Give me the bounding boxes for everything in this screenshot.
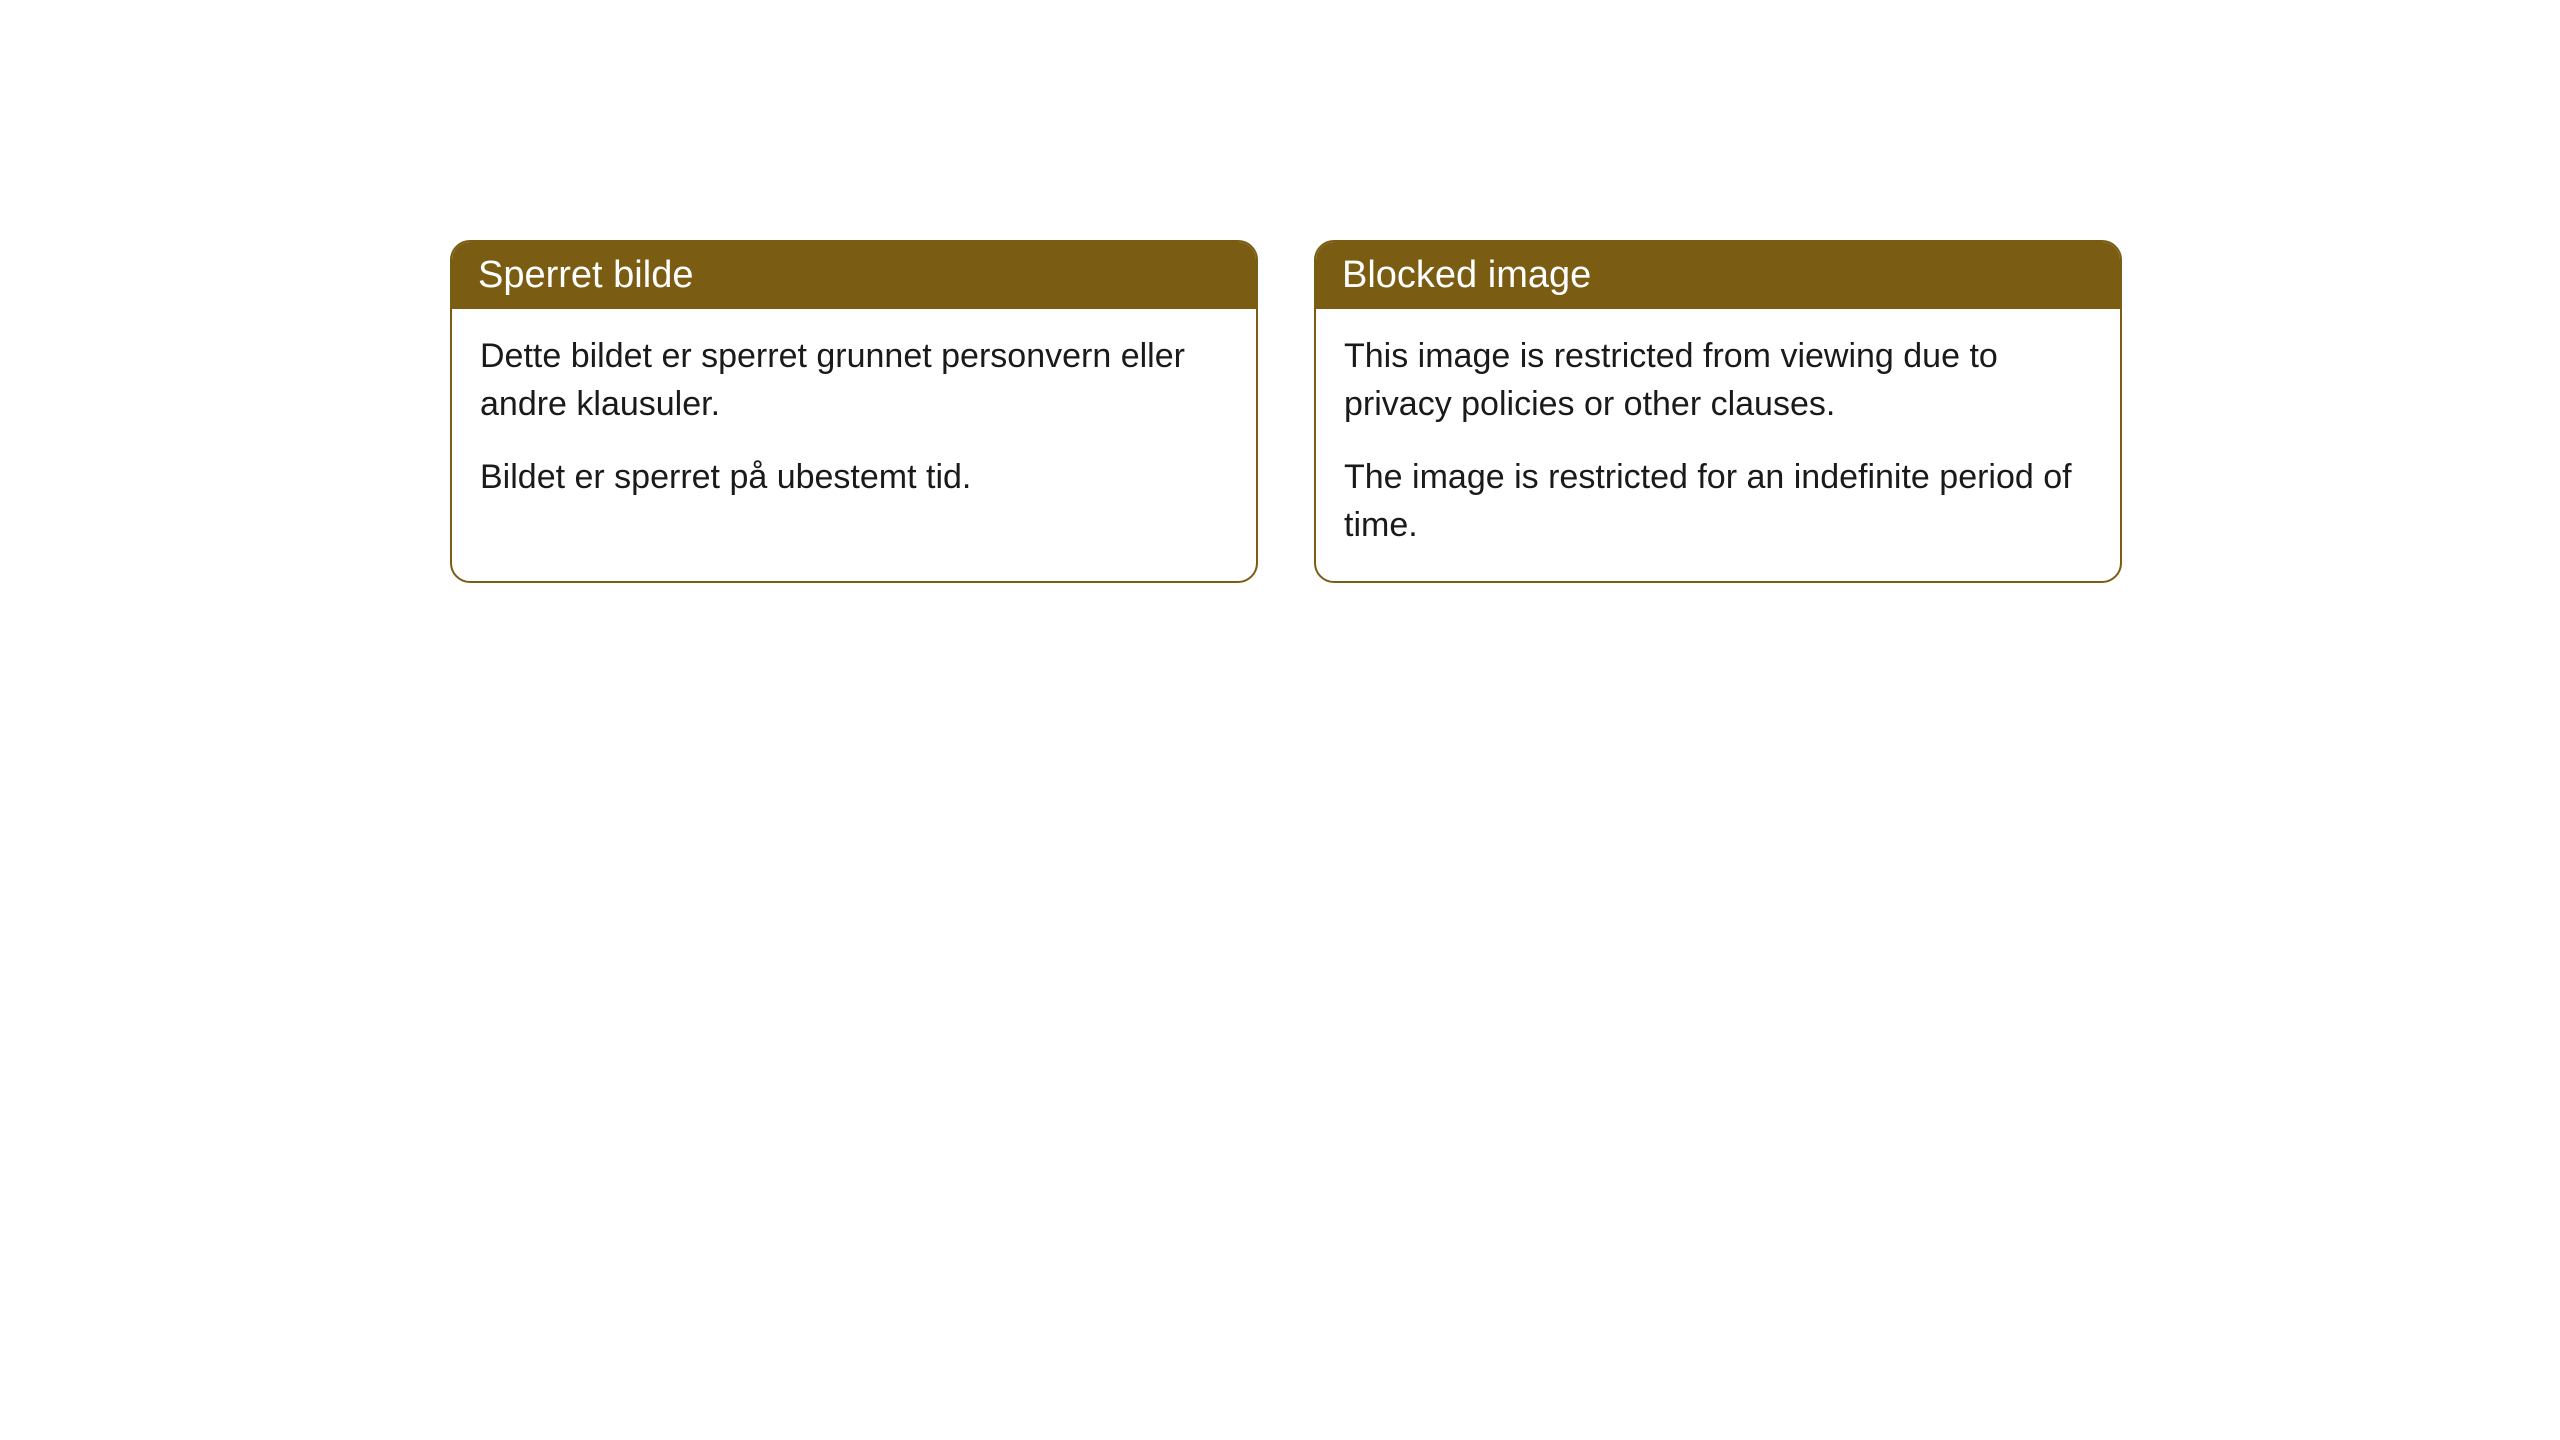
card-paragraph: This image is restricted from viewing du… — [1344, 333, 2092, 428]
card-header-english: Blocked image — [1316, 242, 2120, 309]
card-paragraph: The image is restricted for an indefinit… — [1344, 454, 2092, 549]
card-body-norwegian: Dette bildet er sperret grunnet personve… — [452, 309, 1256, 534]
card-title: Sperret bilde — [478, 254, 693, 296]
card-header-norwegian: Sperret bilde — [452, 242, 1256, 309]
card-paragraph: Bildet er sperret på ubestemt tid. — [480, 454, 1228, 502]
card-body-english: This image is restricted from viewing du… — [1316, 309, 2120, 581]
blocked-image-card-english: Blocked image This image is restricted f… — [1314, 240, 2122, 583]
notice-cards-container: Sperret bilde Dette bildet er sperret gr… — [450, 240, 2560, 583]
card-paragraph: Dette bildet er sperret grunnet personve… — [480, 333, 1228, 428]
blocked-image-card-norwegian: Sperret bilde Dette bildet er sperret gr… — [450, 240, 1258, 583]
card-title: Blocked image — [1342, 254, 1591, 296]
